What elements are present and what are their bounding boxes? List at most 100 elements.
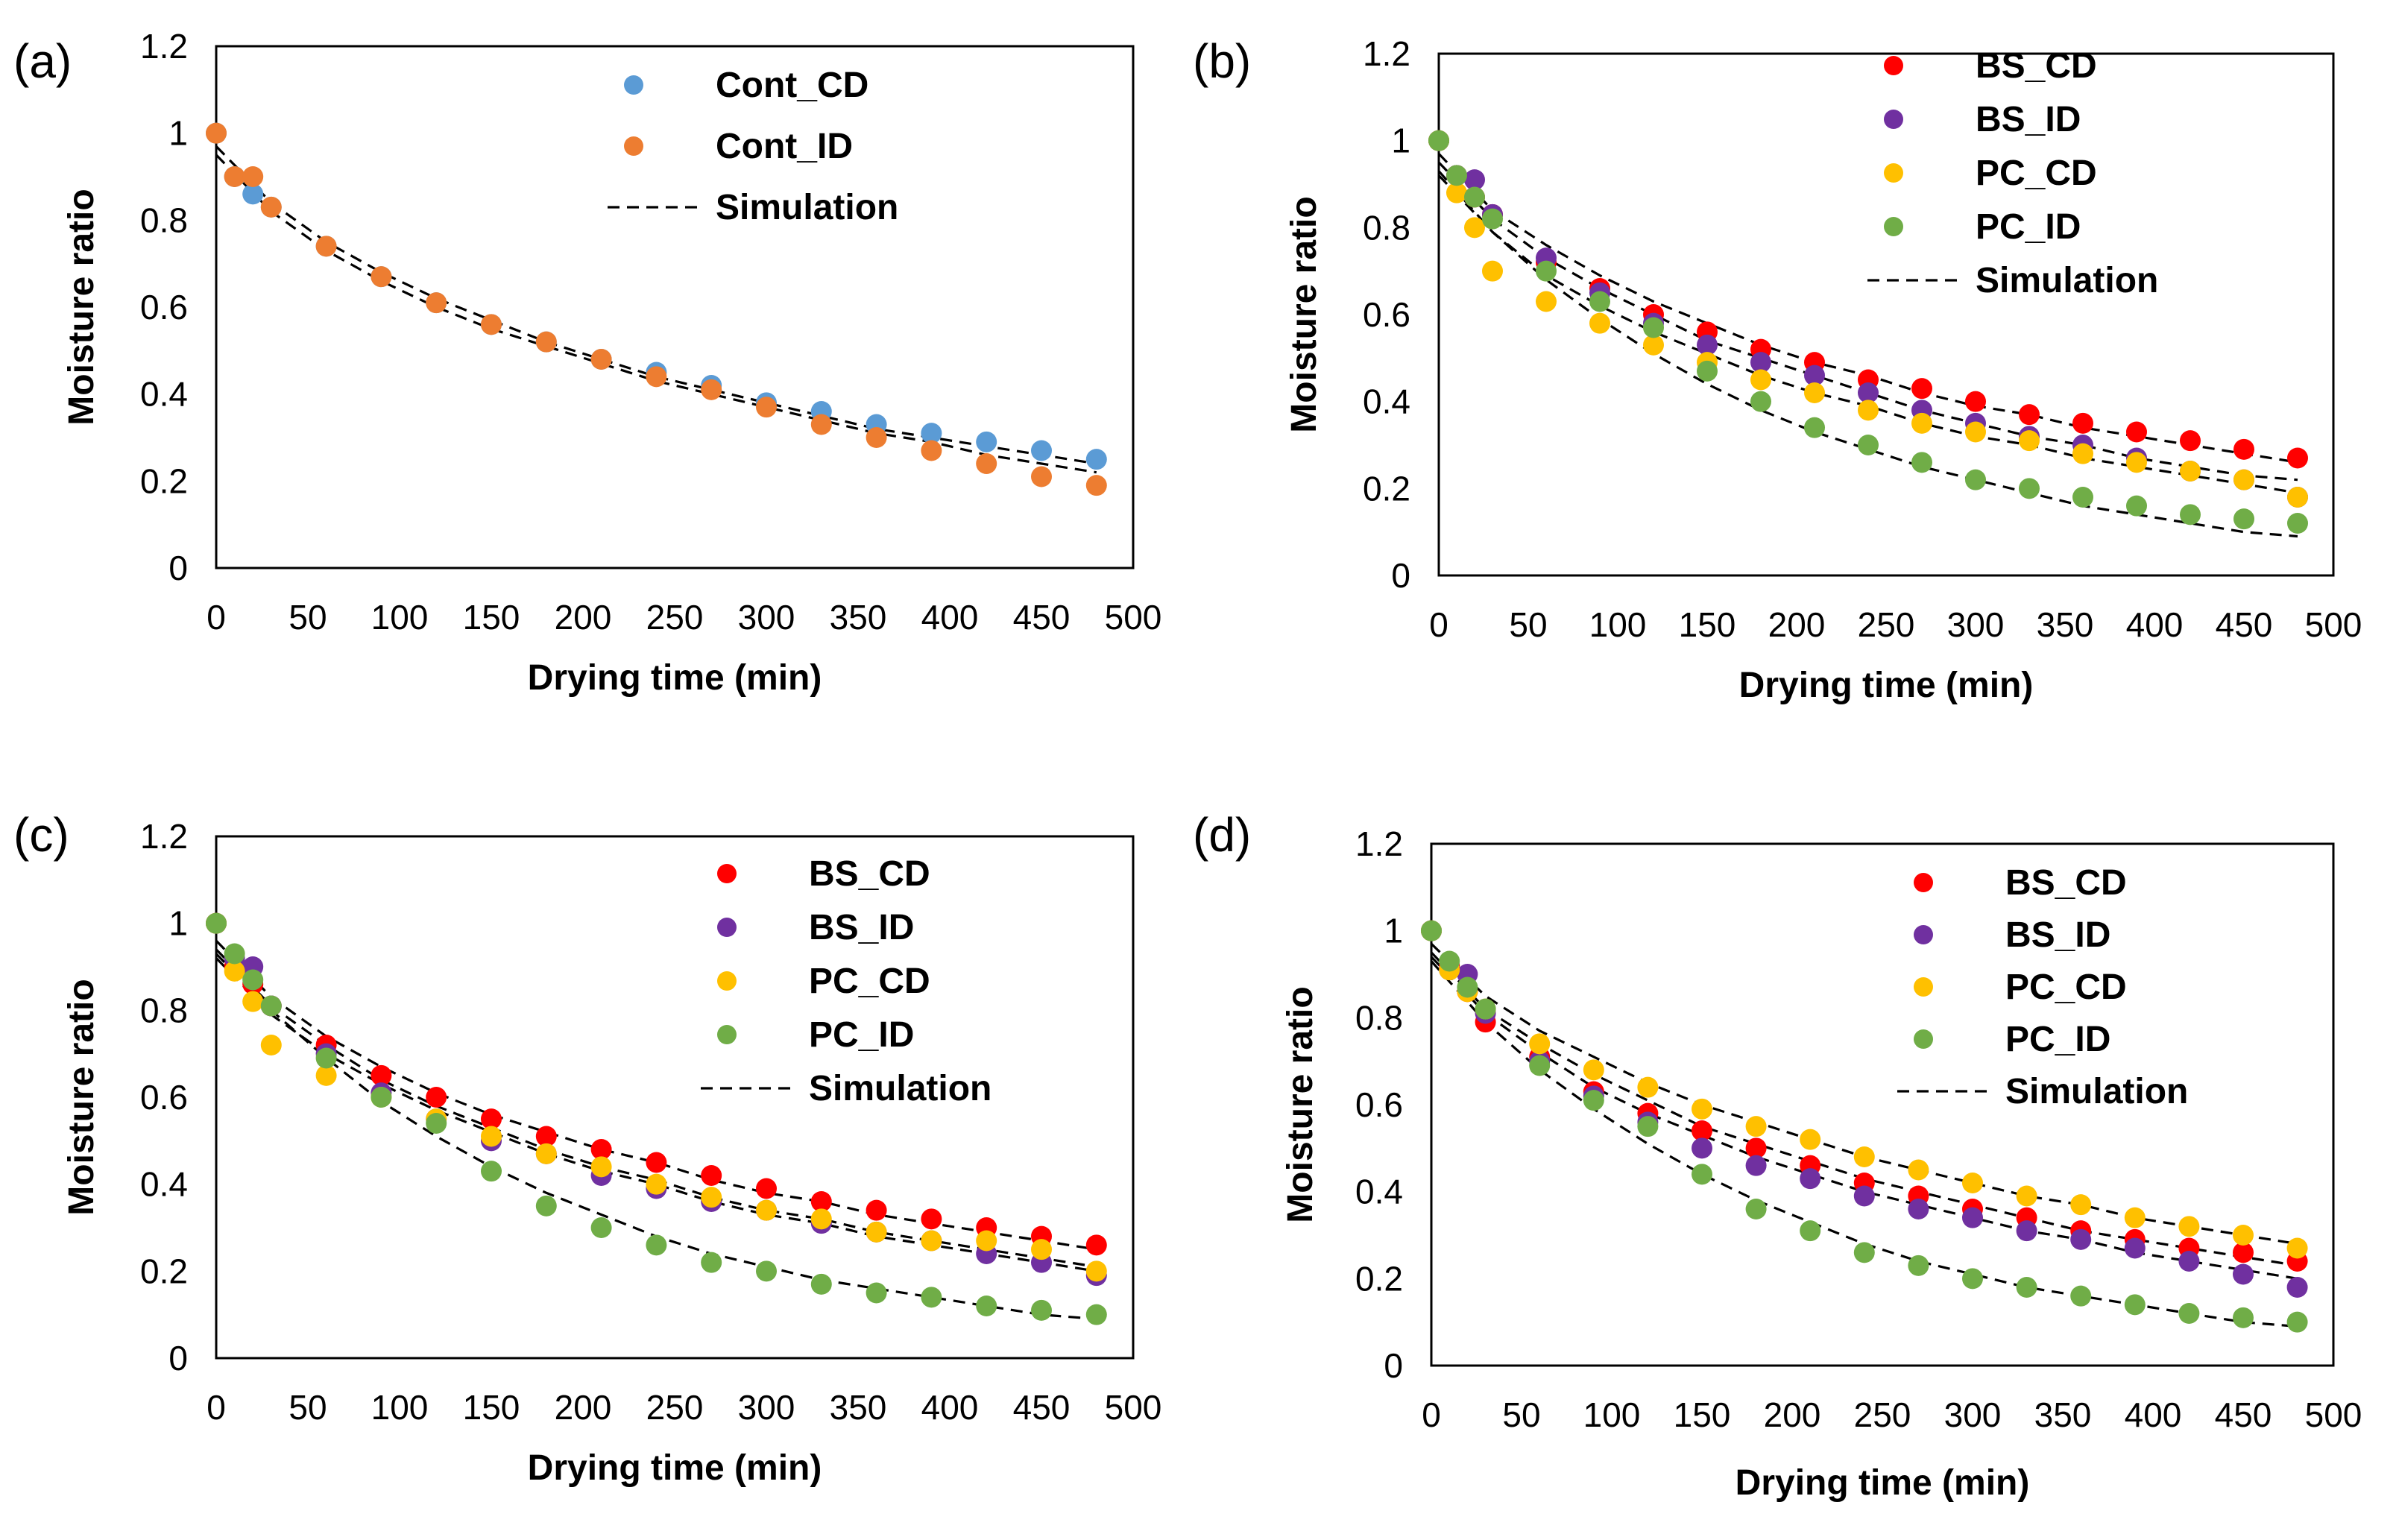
data-point-pc-cd (1464, 217, 1485, 239)
x-tick-label: 100 (371, 598, 429, 637)
data-point-pc-cd (2287, 487, 2308, 508)
legend-marker (1914, 873, 1933, 892)
x-tick-label: 150 (1679, 605, 1736, 644)
x-tick-label: 150 (463, 1388, 520, 1427)
data-point-bs-id (1750, 352, 1771, 373)
data-point-pc-id (921, 1287, 942, 1308)
x-tick-label: 200 (1764, 1395, 1821, 1434)
data-point-pc-cd (921, 1230, 942, 1252)
y-tick-label: 1 (168, 904, 188, 943)
legend-entry: BS_ID (1976, 100, 2081, 139)
y-tick-label: 0.4 (1363, 382, 1410, 421)
data-point-pc-id (2287, 513, 2308, 534)
x-tick-label: 0 (207, 1388, 226, 1427)
plot-frame (1437, 52, 2335, 577)
data-point-cont-id (224, 166, 245, 187)
data-point-pc-cd (1583, 1059, 1604, 1081)
simulation-curve (215, 939, 1097, 1251)
data-point-pc-id (1804, 417, 1825, 438)
data-point-pc-cd (535, 1143, 557, 1164)
data-point-pc-id (810, 1273, 832, 1295)
data-point-bs-cd (371, 1064, 392, 1086)
data-point-bs-id (1800, 1168, 1821, 1190)
legend-marker (1884, 110, 1903, 129)
legend-marker (1884, 56, 1903, 75)
data-point-pc-cd (2233, 469, 2254, 490)
x-tick-label: 150 (463, 598, 520, 637)
legend-marker (1914, 977, 1933, 997)
chart-panel-b: (b) 0 0.2 0.4 0.6 0.8 1 1.2 0 50 100 150 200 250 300 35… (1193, 0, 2396, 768)
y-tick-label: 0.8 (1363, 208, 1410, 247)
data-point-pc-cd (1637, 1076, 1659, 1098)
legend-entry-simulation: Simulation (1976, 261, 2158, 300)
data-point-bs-id (2178, 1251, 2200, 1272)
data-point-pc-cd (1446, 182, 1467, 203)
data-point-bs-cd (1745, 1137, 1767, 1159)
legend-entry-simulation: Simulation (2005, 1072, 2188, 1111)
data-point-pc-cd (756, 1199, 777, 1221)
data-point-pc-id (2070, 1285, 2092, 1307)
data-point-pc-cd (315, 1064, 337, 1086)
data-point-pc-id (646, 1234, 667, 1256)
x-tick-label: 350 (2034, 1395, 2092, 1434)
data-point-pc-cd (2233, 1225, 2254, 1246)
legend-entry: PC_ID (1976, 207, 2081, 247)
data-point-pc-cd (2126, 452, 2147, 473)
data-point-pc-cd (1031, 1239, 1052, 1260)
data-point-bs-cd (756, 1178, 777, 1199)
legend-entry: BS_ID (2005, 915, 2110, 955)
y-tick-label: 0.6 (140, 1078, 188, 1117)
y-tick-label: 1.2 (1355, 824, 1403, 863)
data-point-cont-id (1031, 466, 1052, 487)
legend-entry: PC_ID (2005, 1020, 2110, 1059)
data-point-pc-cd (590, 1156, 612, 1178)
x-tick-label: 200 (555, 598, 612, 637)
data-point-bs-cd (2180, 430, 2201, 452)
x-tick-label: 350 (830, 598, 887, 637)
x-tick-label: 450 (1013, 598, 1071, 637)
legend-entry: PC_CD (2005, 968, 2127, 1007)
x-tick-label: 250 (1854, 1395, 1911, 1434)
y-tick-label: 1 (1391, 122, 1410, 160)
y-tick-label: 0.2 (140, 1252, 188, 1290)
chart-svg-a: (a) 0 0.2 0.4 0.6 0.8 1 1.2 0 50 100 150 200 250 300 35… (13, 27, 1161, 698)
legend-entry: PC_CD (809, 962, 930, 1001)
data-point-bs-cd (2126, 421, 2147, 443)
data-point-cont-id (371, 266, 392, 288)
data-point-pc-id (2124, 1294, 2146, 1316)
simulation-curve (215, 957, 1097, 1272)
data-point-pc-cd (2070, 1194, 2092, 1216)
data-point-pc-cd (2016, 1185, 2037, 1207)
legend-entry: BS_ID (809, 908, 914, 947)
data-point-pc-id (1858, 435, 1879, 455)
y-tick-label: 0 (168, 549, 188, 587)
data-point-pc-cd (1085, 1260, 1107, 1282)
x-tick-label: 450 (1013, 1388, 1071, 1427)
data-point-cont-cd (242, 183, 264, 205)
y-axis-label: Moisture ratio (1281, 986, 1320, 1222)
data-point-pc-cd (1529, 1033, 1551, 1055)
data-point-bs-cd (921, 1208, 942, 1230)
data-point-bs-cd (590, 1139, 612, 1160)
data-point-pc-cd (224, 960, 245, 982)
data-point-pc-cd (1536, 291, 1557, 312)
simulation-curve (1430, 960, 2298, 1328)
panel-label: (c) (13, 808, 69, 862)
legend-entry-simulation: Simulation (809, 1069, 991, 1108)
x-tick-label: 300 (1944, 1395, 2002, 1434)
legend-entry-simulation: Simulation (716, 188, 898, 227)
data-point-pc-cd (2286, 1237, 2308, 1259)
data-point-cont-id (921, 440, 942, 461)
data-point-pc-cd (2180, 461, 2201, 482)
legend-entry: Cont_CD (716, 66, 868, 105)
x-axis-label: Drying time (min) (1739, 666, 2034, 705)
plot-frame (215, 835, 1135, 1360)
data-point-bs-cd (810, 1191, 832, 1212)
data-point-pc-cd (2178, 1216, 2200, 1237)
legend-marker (624, 136, 643, 156)
x-tick-label: 150 (1674, 1395, 1731, 1434)
data-point-bs-id (1464, 169, 1485, 191)
x-tick-label: 350 (830, 1388, 887, 1427)
data-point-bs-id (2124, 1237, 2146, 1259)
x-axis-label: Drying time (min) (528, 658, 822, 698)
